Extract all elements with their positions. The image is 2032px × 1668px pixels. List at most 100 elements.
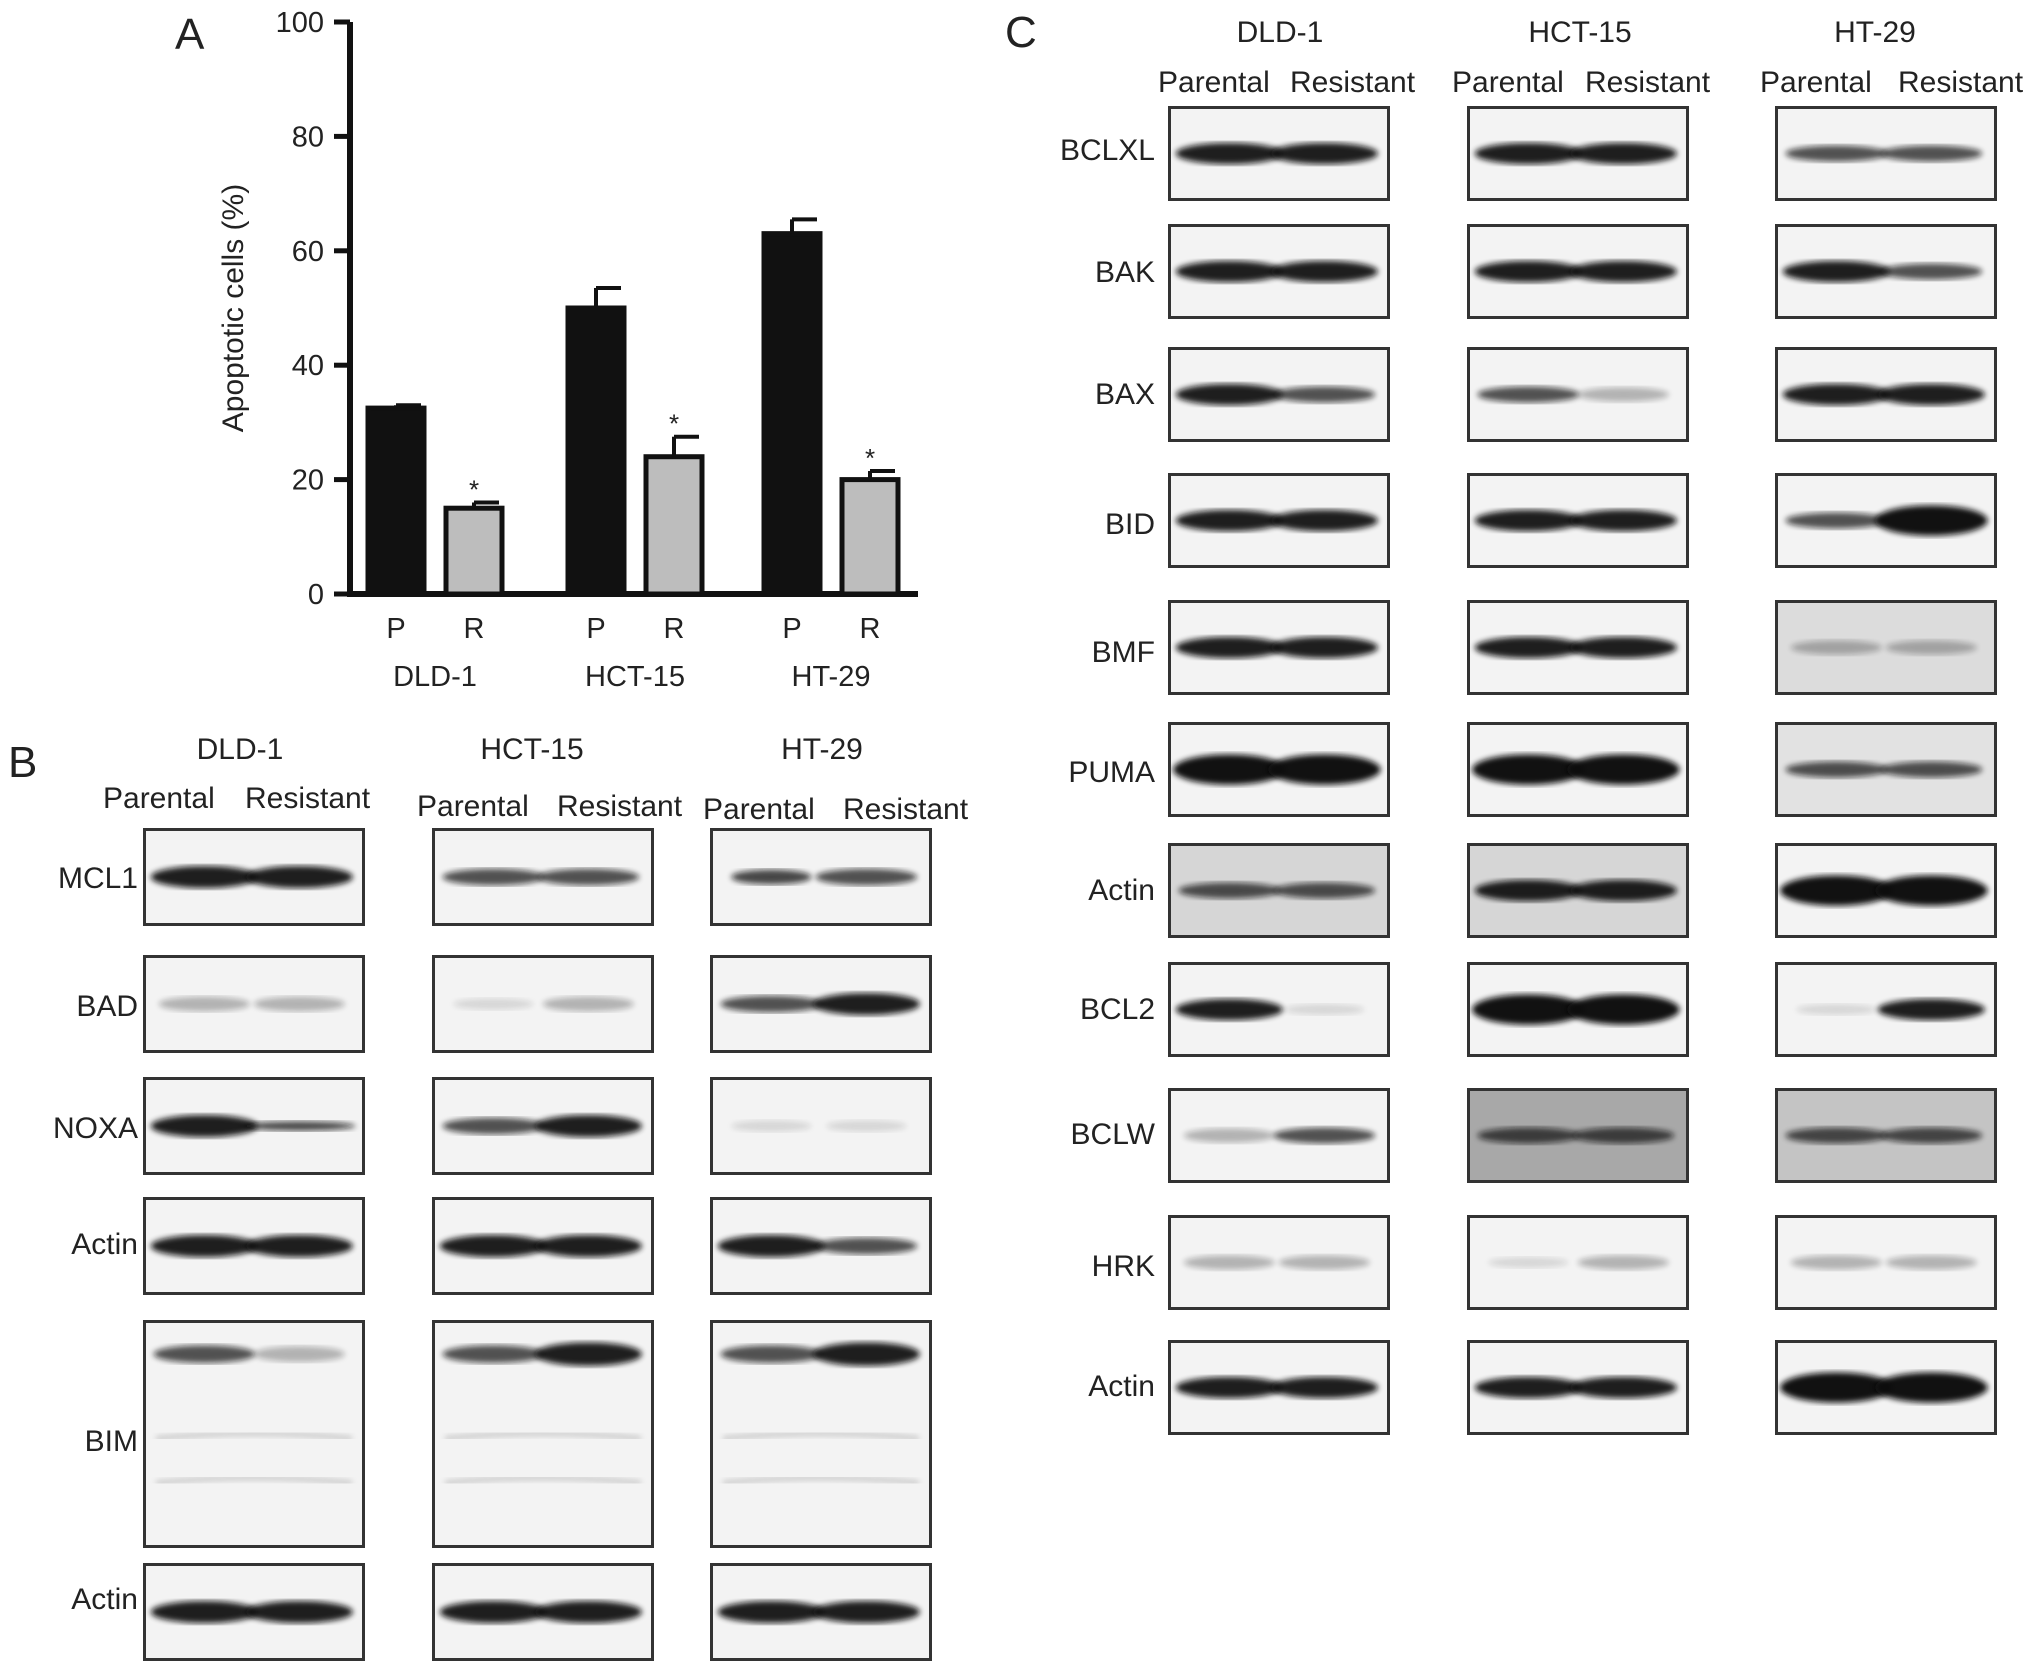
blot-band [442, 1117, 545, 1135]
blot-band [1474, 1376, 1582, 1399]
blot-c-bclxl-hct15 [1467, 106, 1689, 201]
blot-image [1470, 846, 1686, 935]
blot-image [1778, 725, 1994, 814]
blot-band [245, 865, 353, 889]
panel-c-cellline-ht29: HT-29 [1834, 16, 1916, 49]
blot-c-actin2-dld1 [1168, 1340, 1390, 1435]
blot-band [1175, 142, 1283, 165]
blot-band [826, 1120, 907, 1132]
blot-image [713, 831, 929, 923]
blot-band [453, 998, 534, 1010]
blot-band [1569, 879, 1677, 902]
blot-band [1577, 1255, 1669, 1270]
blot-image [1171, 846, 1387, 935]
panel-c-protein-actin-2: Actin [1088, 1370, 1155, 1403]
blot-c-puma-dld1 [1168, 722, 1390, 817]
bar [365, 405, 427, 597]
y-tick-label: 20 [292, 465, 324, 497]
significance-marker: * [865, 443, 875, 473]
blot-band [1569, 509, 1677, 532]
blot-image [1470, 227, 1686, 316]
blot-b-mcl1-ht29 [710, 828, 932, 926]
blot-band [439, 1600, 547, 1624]
blot-c-bmf-dld1 [1168, 600, 1390, 695]
x-tick-label: P [782, 613, 801, 645]
blot-c-actin2-hct15 [1467, 1340, 1689, 1435]
blot-image [1778, 476, 1994, 565]
blot-band [1785, 761, 1888, 778]
panel-c-protein-bclxl: BCLXL [1059, 134, 1155, 167]
panel-c-ht29-parental: Parental [1760, 66, 1872, 99]
blot-band [1273, 882, 1376, 899]
blot-image [713, 1566, 929, 1658]
blot-band [1474, 260, 1582, 283]
blot-c-bcl2-ht29 [1775, 962, 1997, 1057]
blot-band [1175, 260, 1283, 283]
blot-band [1284, 1004, 1365, 1015]
blot-minor-band [444, 1430, 642, 1441]
blot-band [1885, 640, 1977, 655]
blot-image [1470, 350, 1686, 439]
panel-c-protein-actin: Actin [1088, 874, 1155, 907]
blot-c-bclw-ht29 [1775, 1088, 1997, 1183]
panel-b-ht29-resistant: Resistant [843, 793, 969, 826]
blot-c-bmf-ht29 [1775, 600, 1997, 695]
blot-band [812, 1600, 920, 1624]
blot-c-puma-hct15 [1467, 722, 1689, 817]
blot-band [1885, 1255, 1977, 1270]
blot-band [1278, 1255, 1370, 1270]
x-tick-label: P [386, 613, 405, 645]
blot-band [1175, 509, 1283, 532]
blot-image [146, 831, 362, 923]
blot-c-hrk-dld1 [1168, 1215, 1390, 1310]
panel-c-protein-bmf: BMF [1091, 636, 1155, 669]
blot-band [1178, 882, 1281, 899]
blot-b-actin-dld1 [143, 1197, 365, 1295]
blot-image [1470, 603, 1686, 692]
blot-image [1470, 725, 1686, 814]
blot-band [150, 865, 258, 889]
panel-b-protein-actin-2: Actin [71, 1583, 138, 1616]
blot-c-bak-hct15 [1467, 224, 1689, 319]
panel-b-dld1-resistant: Resistant [245, 782, 371, 815]
blot-band [534, 1342, 642, 1366]
blot-c-bclxl-dld1 [1168, 106, 1390, 201]
blot-band [442, 868, 545, 886]
blot-band [245, 1600, 353, 1624]
blot-image [146, 1323, 362, 1545]
blot-band [1567, 754, 1680, 785]
blot-image [435, 831, 651, 923]
blot-c-bid-hct15 [1467, 473, 1689, 568]
blot-image [713, 1200, 929, 1292]
blot-band [1270, 142, 1378, 165]
panel-b-ht29-parental: Parental [703, 793, 815, 826]
panel-b-letter: B [8, 738, 38, 787]
blot-band [442, 1345, 545, 1363]
blot-band [1270, 260, 1378, 283]
panel-c-dld1-parental: Parental [1158, 66, 1270, 99]
blot-band [1567, 994, 1680, 1025]
blot-image [1778, 227, 1994, 316]
blot-b-bad-ht29 [710, 955, 932, 1053]
blot-band [542, 996, 634, 1012]
blot-image [1171, 1091, 1387, 1180]
panel-c-protein-bak: BAK [1094, 256, 1155, 289]
bar [839, 477, 901, 597]
blot-band [1474, 509, 1582, 532]
blot-band [1268, 754, 1381, 785]
blot-image [435, 1080, 651, 1172]
blot-c-bak-ht29 [1775, 224, 1997, 319]
blot-band [1183, 1128, 1275, 1143]
blot-b-actin-ht29 [710, 1197, 932, 1295]
blot-image [1778, 603, 1994, 692]
blot-band [815, 1237, 918, 1255]
blot-band [717, 1234, 825, 1258]
blot-band [1477, 1127, 1580, 1144]
panel-b-cellline-hct15: HCT-15 [480, 733, 584, 766]
blot-image [1470, 476, 1686, 565]
blot-c-bcl2-dld1 [1168, 962, 1390, 1057]
blot-image [1470, 109, 1686, 198]
blot-band [731, 869, 812, 885]
blot-minor-band [155, 1430, 353, 1441]
panel-b-protein-noxa: NOXA [52, 1112, 138, 1145]
